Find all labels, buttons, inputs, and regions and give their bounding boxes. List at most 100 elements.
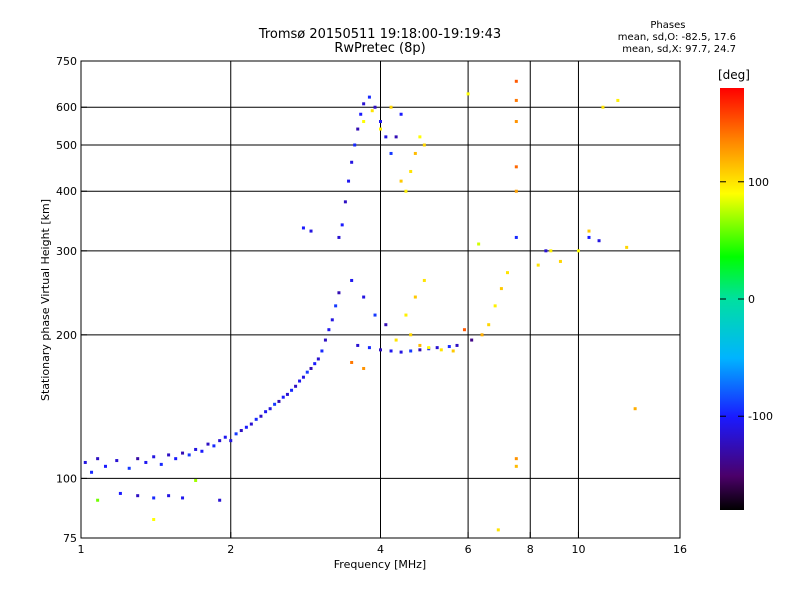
data-point-x bbox=[470, 338, 474, 342]
data-point-x bbox=[451, 349, 455, 353]
data-point-o bbox=[181, 451, 185, 455]
data-point-o bbox=[356, 343, 360, 347]
data-point-o bbox=[447, 345, 451, 349]
data-point-o bbox=[254, 417, 258, 421]
data-point-x bbox=[514, 120, 518, 124]
data-point-x bbox=[413, 295, 417, 299]
data-point-x bbox=[462, 328, 466, 332]
data-point-o bbox=[298, 379, 302, 383]
data-point-o bbox=[83, 460, 87, 464]
data-point-x bbox=[404, 189, 408, 193]
data-point-o bbox=[337, 235, 341, 239]
data-point-o bbox=[167, 494, 171, 498]
data-point-o bbox=[343, 200, 347, 204]
y-tick-label: 600 bbox=[56, 101, 77, 114]
data-point-x bbox=[427, 346, 431, 350]
colorbar-tick-label: 100 bbox=[748, 176, 769, 189]
data-point-o bbox=[337, 291, 341, 295]
data-point-o bbox=[136, 457, 140, 461]
x-axis-label: Frequency [MHz] bbox=[334, 558, 426, 571]
data-point-x bbox=[514, 457, 518, 461]
data-point-x bbox=[514, 165, 518, 169]
data-point-o bbox=[194, 447, 198, 451]
data-point-o bbox=[373, 313, 377, 317]
data-point-o bbox=[234, 432, 238, 436]
phase-stats-x: mean, sd,X: 97.7, 24.7 bbox=[622, 44, 736, 55]
data-point-o bbox=[152, 496, 156, 500]
data-point-o bbox=[455, 343, 459, 347]
data-point-o bbox=[181, 496, 185, 500]
data-point-o bbox=[244, 425, 248, 429]
data-point-o bbox=[367, 346, 371, 350]
plot-frame bbox=[80, 60, 681, 539]
data-point-o bbox=[384, 323, 388, 327]
data-point-o bbox=[597, 239, 601, 243]
data-point-o bbox=[290, 388, 294, 392]
data-point-o bbox=[268, 407, 272, 411]
data-point-o bbox=[273, 402, 277, 406]
y-axis-label: Stationary phase Virtual Height [km] bbox=[39, 199, 52, 401]
data-point-o bbox=[309, 229, 313, 233]
data-point-o bbox=[159, 462, 163, 466]
data-point-o bbox=[362, 295, 366, 299]
data-point-x bbox=[480, 333, 484, 337]
y-tick-label: 200 bbox=[56, 329, 77, 342]
data-point-x bbox=[362, 120, 366, 124]
data-point-x bbox=[499, 287, 503, 291]
data-point-o bbox=[212, 444, 216, 448]
data-point-o bbox=[118, 491, 122, 495]
data-point-o bbox=[327, 328, 331, 332]
data-point-x bbox=[409, 169, 413, 173]
plot-grid bbox=[81, 61, 680, 538]
data-point-o bbox=[409, 349, 413, 353]
data-point-o bbox=[399, 350, 403, 354]
data-point-o bbox=[389, 151, 393, 155]
data-point-o bbox=[96, 457, 100, 461]
data-point-x bbox=[505, 271, 509, 275]
y-tick-label: 100 bbox=[56, 472, 77, 485]
data-point-o bbox=[418, 348, 422, 352]
data-point-o bbox=[309, 366, 313, 370]
data-point-o bbox=[353, 143, 357, 147]
data-point-x bbox=[362, 366, 366, 370]
data-point-o bbox=[379, 348, 382, 352]
data-point-x bbox=[413, 151, 417, 155]
data-point-x bbox=[194, 478, 198, 482]
colorbar-tick-label: 0 bbox=[748, 293, 755, 306]
phase-stats-heading: Phases bbox=[650, 20, 686, 31]
data-point-x bbox=[418, 135, 422, 139]
data-point-o bbox=[350, 160, 354, 164]
data-point-x bbox=[96, 498, 100, 502]
data-point-o bbox=[435, 346, 439, 350]
data-point-o bbox=[294, 384, 298, 388]
data-point-o bbox=[239, 429, 243, 433]
data-point-x bbox=[399, 179, 403, 183]
data-point-o bbox=[587, 235, 591, 239]
data-point-o bbox=[362, 102, 366, 106]
y-tick-label: 400 bbox=[56, 185, 77, 198]
y-tick-label: 500 bbox=[56, 139, 77, 152]
data-point-o bbox=[323, 338, 327, 342]
data-point-o bbox=[285, 392, 289, 396]
data-point-o bbox=[223, 435, 227, 439]
data-point-o bbox=[259, 414, 263, 418]
data-point-o bbox=[399, 112, 403, 116]
data-point-o bbox=[127, 466, 131, 470]
x-tick-label: 2 bbox=[227, 543, 234, 556]
data-point-o bbox=[218, 498, 222, 502]
data-point-o bbox=[136, 494, 140, 498]
data-point-o bbox=[379, 120, 382, 124]
data-point-x bbox=[404, 313, 408, 317]
colorbar-tick-label: -100 bbox=[748, 410, 773, 423]
x-tick-label: 16 bbox=[673, 543, 687, 556]
data-point-x bbox=[418, 343, 422, 347]
data-point-x bbox=[370, 109, 374, 113]
data-point-o bbox=[115, 459, 119, 463]
data-point-o bbox=[167, 453, 171, 457]
data-point-x bbox=[394, 338, 398, 342]
data-point-x bbox=[514, 464, 518, 468]
data-point-x bbox=[496, 528, 500, 532]
data-point-x bbox=[466, 92, 470, 96]
data-point-x bbox=[514, 189, 518, 193]
y-tick-label: 75 bbox=[63, 532, 77, 545]
